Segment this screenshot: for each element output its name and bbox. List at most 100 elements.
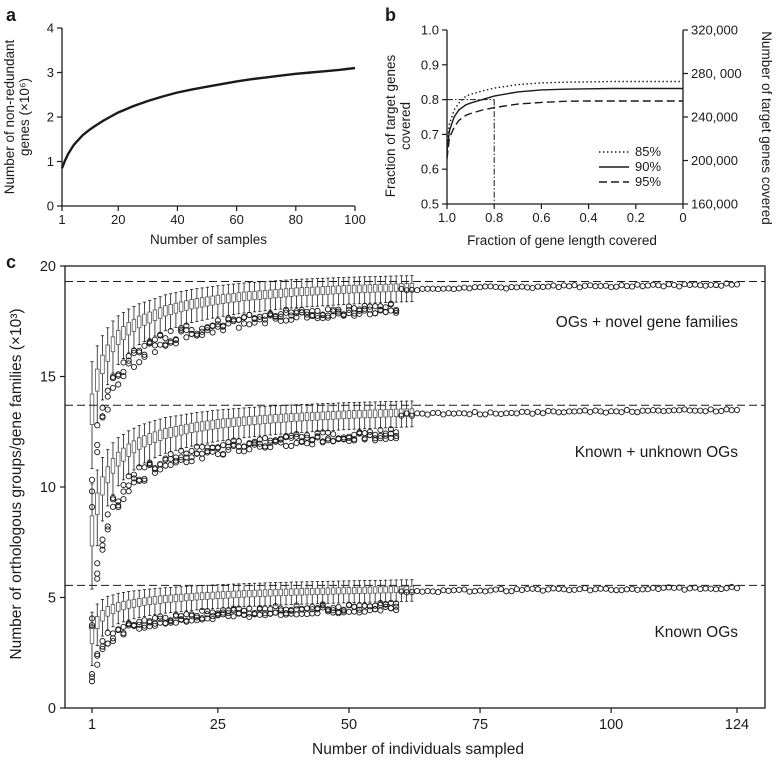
box-body [283, 413, 289, 423]
outlier-point [513, 410, 520, 417]
box-plot [346, 402, 352, 430]
panel-a-y-label-line1: Number of non-redundant [2, 39, 17, 194]
outlier-point [241, 448, 248, 455]
box-plot [194, 288, 200, 322]
outlier-point [188, 326, 195, 334]
outlier-point [120, 359, 127, 366]
box-plot [205, 584, 210, 610]
box-body [184, 300, 189, 311]
outlier-point [293, 606, 300, 613]
outlier-point [136, 347, 143, 354]
outlier-point [309, 441, 316, 448]
panel-b-series-line-85 [446, 80, 683, 145]
outlier-point [157, 341, 164, 348]
outlier-point [120, 623, 127, 630]
box-plot [173, 415, 179, 451]
outlier-point [445, 285, 452, 292]
box-body [320, 411, 325, 421]
outlier-point [623, 283, 630, 290]
outlier-point [261, 312, 269, 319]
outlier-point [272, 609, 279, 616]
box-body [362, 586, 367, 594]
outlier-point [256, 611, 263, 618]
outlier-point [539, 587, 547, 594]
outlier-point [303, 605, 311, 612]
panel-c-x-tick-label: 1 [88, 717, 96, 733]
outlier-point [104, 629, 111, 636]
outlier-point [230, 441, 237, 448]
outlier-point [209, 329, 216, 336]
box-body [142, 435, 147, 448]
outlier-point [597, 282, 604, 290]
box-body [178, 424, 184, 436]
outlier-point [602, 282, 609, 289]
box-plot [89, 361, 95, 469]
outlier-point [539, 283, 547, 290]
box-plot [336, 277, 341, 306]
outlier-point [466, 411, 473, 418]
outlier-point [115, 498, 122, 505]
outlier-point [88, 674, 96, 681]
outlier-point [356, 606, 363, 613]
box-plot [310, 403, 315, 433]
outlier-point [618, 282, 625, 289]
outlier-point [146, 461, 153, 469]
panel-b-y-right-tick-label: 280, 000 [691, 66, 742, 81]
box-plot [299, 404, 304, 433]
box-plot [409, 400, 415, 428]
box-plot [367, 401, 373, 429]
box-plot [121, 312, 126, 359]
box-body [357, 409, 362, 419]
panel-a-x-tick-label: 1 [58, 212, 65, 227]
outlier-point [104, 640, 111, 647]
outlier-point [419, 410, 426, 417]
box-plot [136, 589, 142, 618]
box-body [152, 596, 158, 605]
outlier-point [718, 585, 725, 593]
outlier-point [109, 638, 117, 645]
box-plot [116, 592, 121, 625]
outlier-point [120, 368, 127, 376]
box-plot [136, 303, 142, 345]
outlier-point [550, 282, 557, 289]
box-body [351, 586, 357, 595]
box-body [304, 588, 310, 596]
outlier-point [330, 607, 337, 614]
outlier-point [120, 481, 127, 489]
box-plot [215, 584, 221, 609]
panel-b-x-label: Fraction of gene length covered [467, 233, 657, 248]
outlier-point [508, 283, 515, 291]
box-plot [142, 301, 147, 343]
outlier-point [671, 584, 678, 591]
box-plot [315, 403, 320, 432]
box-body [178, 301, 184, 313]
box-body [325, 411, 331, 420]
outlier-point [120, 630, 127, 637]
box-body [247, 416, 252, 426]
box-body [136, 437, 142, 450]
box-plot [273, 280, 278, 311]
box-plot [152, 298, 158, 337]
outlier-point [204, 327, 211, 334]
outlier-point [136, 359, 143, 366]
outlier-point [214, 317, 221, 324]
panel-b-y-right-tick-label: 200,000 [691, 153, 738, 168]
outlier-point [571, 282, 578, 289]
outlier-point [660, 408, 667, 415]
box-plot [95, 469, 100, 547]
outlier-point [623, 586, 630, 593]
box-plot [378, 275, 383, 304]
outlier-point [650, 281, 657, 288]
box-body [136, 315, 142, 329]
panel-b-y-label-line2: covered [398, 102, 413, 150]
outlier-point [162, 341, 169, 348]
outlier-point [592, 283, 599, 290]
box-plot [325, 277, 331, 306]
outlier-point [178, 612, 185, 620]
panel-c-letter: c [6, 252, 16, 272]
box-body [236, 590, 242, 598]
box-plot [252, 281, 257, 313]
box-body [247, 590, 252, 598]
outlier-point [157, 466, 164, 473]
panel-c-y-tick-label: 15 [40, 370, 56, 386]
